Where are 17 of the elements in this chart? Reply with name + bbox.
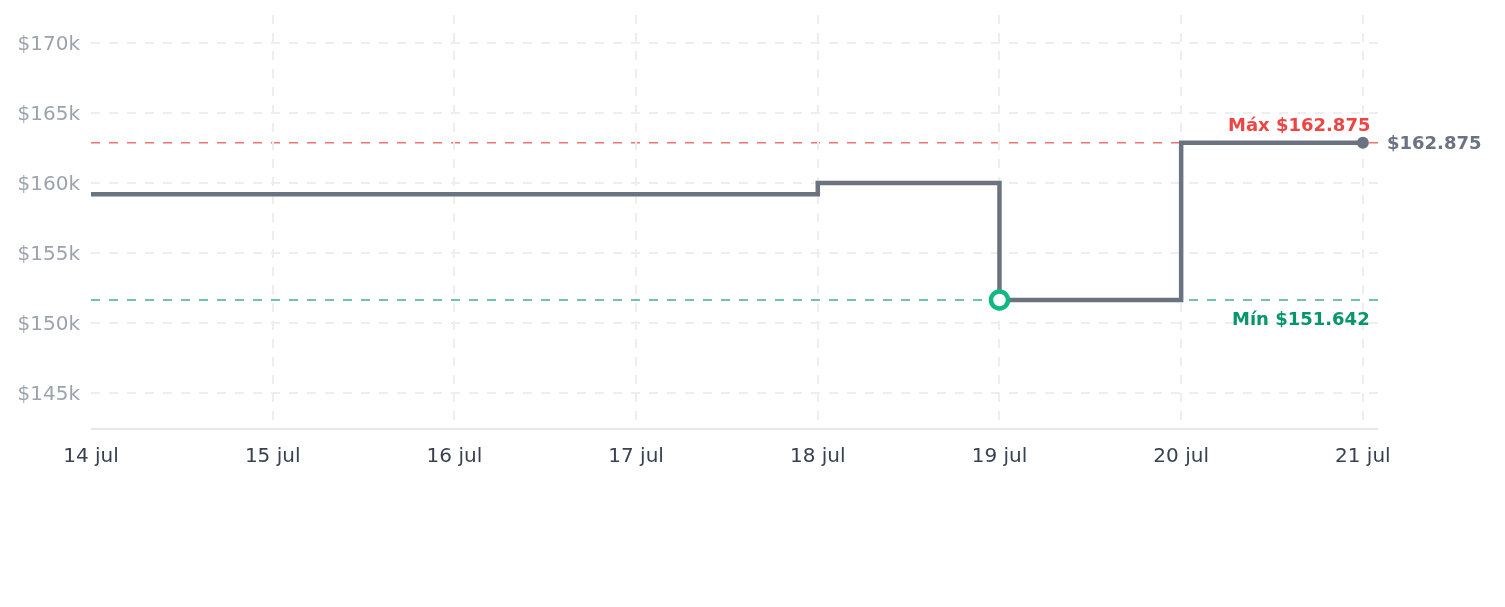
ref-line-label: Máx $162.875 (1228, 114, 1371, 135)
x-tick-label: 16 jul (426, 443, 483, 467)
x-tick-label: 14 jul (63, 443, 119, 467)
ref-line-label: Mín $151.642 (1232, 308, 1370, 329)
y-tick-label: $165k (17, 101, 81, 125)
y-tick-label: $155k (17, 241, 81, 265)
y-tick-label: $160k (17, 171, 81, 195)
x-tick-label: 20 jul (1153, 443, 1209, 467)
data-label: $162.875 (1387, 132, 1482, 153)
x-tick-label: 21 jul (1335, 443, 1391, 467)
y-tick-label: $150k (17, 311, 81, 335)
y-tick-label: $170k (17, 31, 81, 55)
x-tick-label: 15 jul (244, 443, 301, 467)
x-tick-label: 17 jul (608, 443, 664, 467)
x-tick-label: 18 jul (789, 443, 846, 467)
y-tick-label: $145k (17, 381, 81, 405)
x-tick-label: 19 jul (971, 443, 1028, 467)
